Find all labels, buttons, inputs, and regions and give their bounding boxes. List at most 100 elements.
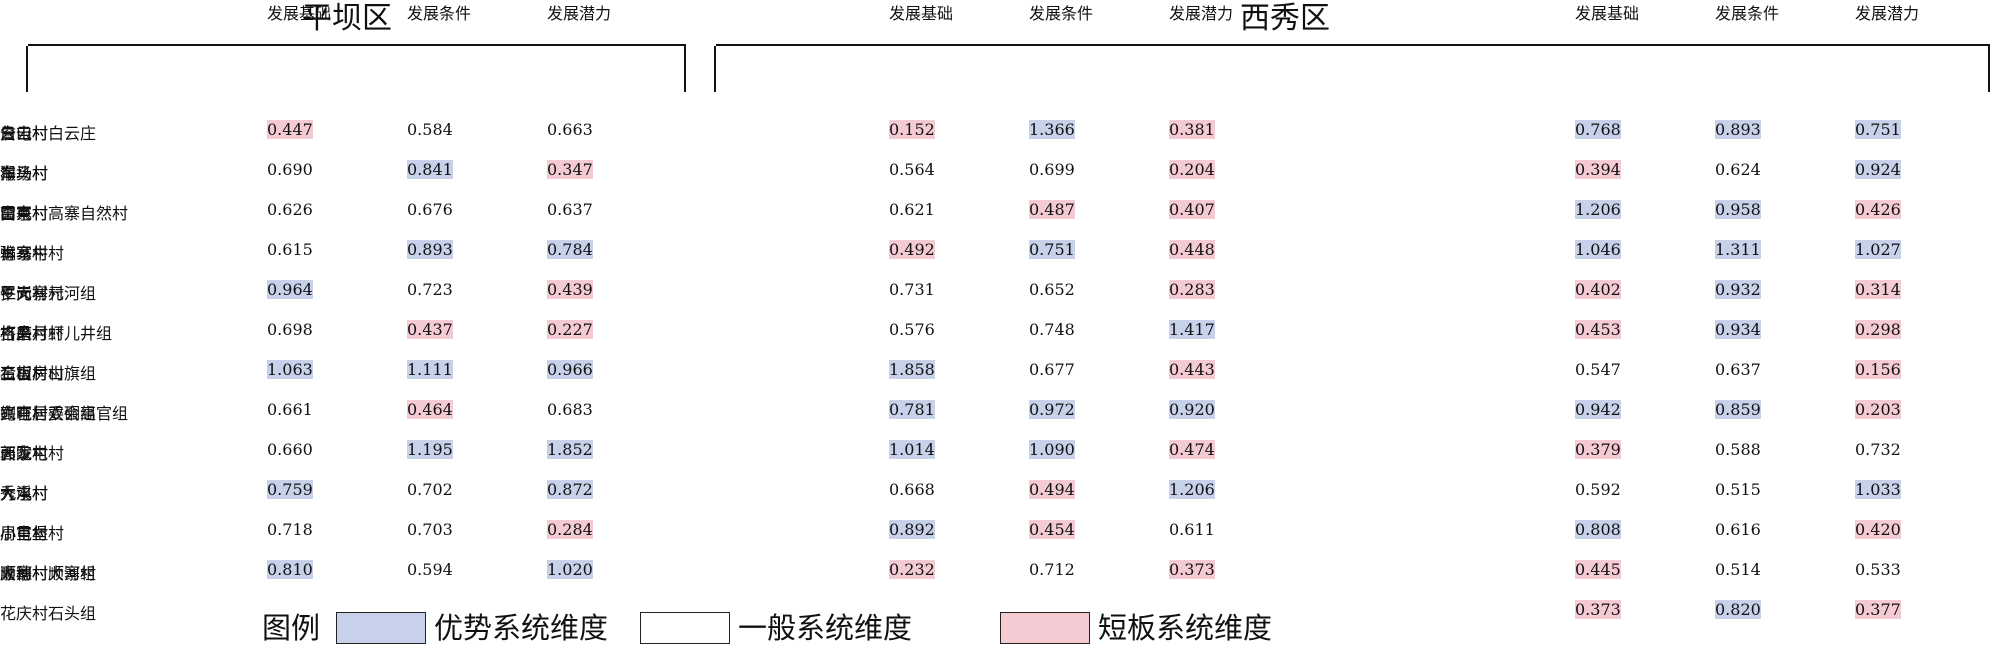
table-cell-normal: 0.663: [547, 120, 593, 139]
table-cell-normal: 0.584: [407, 120, 453, 139]
table-cell-shortboard: 0.402: [1575, 280, 1621, 299]
row-label: 周官村: [0, 524, 49, 543]
row-label: 詹屯村: [0, 124, 49, 143]
table-cell-advantage: 1.206: [1169, 480, 1215, 499]
bracket-right-leg: [1988, 46, 1990, 92]
table-cell-advantage: 0.893: [407, 240, 453, 259]
table-cell-advantage: 0.942: [1575, 400, 1621, 419]
column-header: 发展潜力: [1169, 4, 1234, 23]
table-cell-advantage: 0.934: [1715, 320, 1761, 339]
column-header: 发展基础: [267, 4, 332, 23]
legend-swatch-advantage: [336, 612, 426, 644]
table-cell-advantage: 0.808: [1575, 520, 1621, 539]
table-cell-advantage: 1.046: [1575, 240, 1621, 259]
table-cell-shortboard: 0.454: [1029, 520, 1075, 539]
bracket-left-leg: [26, 46, 28, 92]
table-cell-advantage: 0.872: [547, 480, 593, 499]
table-cell-shortboard: 0.227: [547, 320, 593, 339]
row-label: 平元村元河组: [0, 284, 97, 303]
table-cell-shortboard: 0.492: [889, 240, 935, 259]
table-cell-normal: 0.594: [407, 560, 453, 579]
table-cell-normal: 0.732: [1855, 440, 1901, 459]
legend-label-advantage: 优势系统维度: [434, 611, 609, 645]
table-cell-normal: 0.690: [267, 160, 313, 179]
table-cell-advantage: 0.964: [267, 280, 313, 299]
table-cell-shortboard: 0.426: [1855, 200, 1901, 219]
table-cell-shortboard: 0.394: [1575, 160, 1621, 179]
table-cell-normal: 0.576: [889, 320, 935, 339]
table-cell-advantage: 0.810: [267, 560, 313, 579]
region-bracket-xixiu: [714, 44, 1990, 92]
table-cell-advantage: 0.932: [1715, 280, 1761, 299]
column-header: 发展基础: [889, 4, 954, 23]
table-cell-advantage: 0.893: [1715, 120, 1761, 139]
table-cell-normal: 0.624: [1715, 160, 1761, 179]
table-cell-shortboard: 0.448: [1169, 240, 1215, 259]
table-cell-normal: 0.592: [1575, 480, 1621, 499]
row-label: 高寨村高寨自然村: [0, 204, 129, 223]
table-cell-advantage: 0.768: [1575, 120, 1621, 139]
row-label: 小屯村: [0, 524, 49, 543]
row-label: 仁岗村: [0, 284, 49, 303]
table-cell-normal: 0.702: [407, 480, 453, 499]
row-label: 天龙村: [0, 444, 49, 463]
row-label: 郭家屯村: [0, 444, 65, 463]
table-cell-shortboard: 0.232: [889, 560, 935, 579]
row-label: 秀水村: [0, 484, 49, 503]
column-header: 发展潜力: [547, 4, 612, 23]
row-label: 花庆村石头组: [0, 604, 97, 623]
table-cell-normal: 0.677: [1029, 360, 1075, 379]
row-label: 格来月村: [0, 324, 65, 343]
row-label: 兴旺村双硐组: [0, 404, 97, 423]
column-header: 发展潜力: [1855, 4, 1920, 23]
table-cell-shortboard: 0.439: [547, 280, 593, 299]
row-label: 白云村白云庄: [0, 124, 97, 143]
table-cell-shortboard: 0.284: [547, 520, 593, 539]
row-label: 高官居委会高官组: [0, 404, 129, 423]
table-cell-advantage: 1.090: [1029, 440, 1075, 459]
table-cell-advantage: 1.111: [407, 360, 453, 379]
table-cell-shortboard: 0.407: [1169, 200, 1215, 219]
row-label: 山京村: [0, 204, 49, 223]
column-header: 发展条件: [1715, 4, 1780, 23]
row-label: 车头村: [0, 164, 49, 183]
table-cell-shortboard: 0.314: [1855, 280, 1901, 299]
table-cell-normal: 0.588: [1715, 440, 1761, 459]
table-cell-shortboard: 0.487: [1029, 200, 1075, 219]
table-cell-normal: 0.611: [1169, 520, 1215, 539]
table-cell-advantage: 0.892: [889, 520, 935, 539]
table-cell-advantage: 0.966: [547, 360, 593, 379]
table-cell-normal: 0.718: [267, 520, 313, 539]
table-cell-normal: 0.723: [407, 280, 453, 299]
row-label: 海马村: [0, 164, 49, 183]
row-label: 顺河村顺河组: [0, 564, 97, 583]
table-cell-advantage: 0.759: [267, 480, 313, 499]
table-cell-normal: 0.712: [1029, 560, 1075, 579]
row-label: 二官村: [0, 364, 49, 383]
table-cell-normal: 0.637: [547, 200, 593, 219]
table-cell-advantage: 1.366: [1029, 120, 1075, 139]
table-cell-advantage: 1.020: [547, 560, 593, 579]
table-cell-advantage: 0.751: [1029, 240, 1075, 259]
bracket-left-leg: [714, 46, 716, 92]
table-cell-advantage: 0.920: [1169, 400, 1215, 419]
table-cell-normal: 0.703: [407, 520, 453, 539]
table-cell-advantage: 1.858: [889, 360, 935, 379]
table-cell-shortboard: 0.156: [1855, 360, 1901, 379]
row-label: 西陇村: [0, 444, 49, 463]
table-cell-shortboard: 0.347: [547, 160, 593, 179]
table-cell-shortboard: 0.298: [1855, 320, 1901, 339]
row-label: 鲍屯村: [0, 404, 49, 423]
column-header: 发展基础: [1575, 4, 1640, 23]
table-cell-advantage: 0.841: [407, 160, 453, 179]
row-label: 小呈堡村: [0, 524, 65, 543]
row-label: 吉昌村: [0, 324, 49, 343]
row-label: 肖家村: [0, 244, 49, 263]
legend-label-normal: 一般系统维度: [738, 611, 913, 645]
row-label: 云山村: [0, 124, 49, 143]
row-label: 嘉穗村大寨村: [0, 564, 97, 583]
row-label: 金山村山旗组: [0, 364, 97, 383]
table-cell-advantage: 0.972: [1029, 400, 1075, 419]
row-label: 九溪村: [0, 484, 49, 503]
